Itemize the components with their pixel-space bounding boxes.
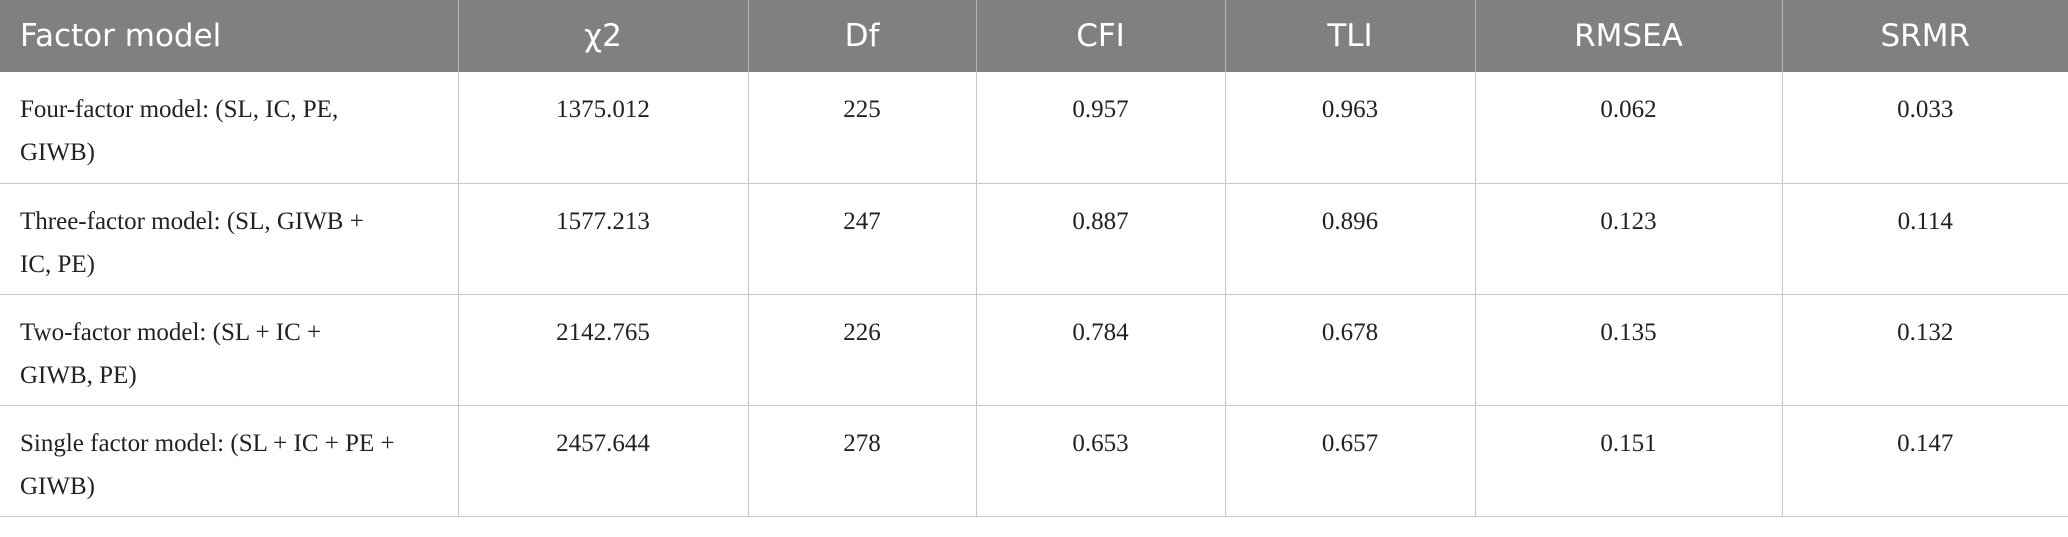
fit-table: Factor model χ2 Df CFI TLI RMSEA SRMR Four-fac… — [0, 0, 2068, 517]
header-cell: Factor model — [0, 0, 459, 72]
value-cell: 0.678 — [1225, 294, 1476, 406]
model-cell: Four-factor model: (SL, IC, PE, GIWB) — [0, 72, 459, 184]
value-cell: 0.033 — [1782, 72, 2068, 184]
value-cell: 0.114 — [1782, 183, 2068, 295]
model-cell: Single factor model: (SL + IC + PE + GIW… — [0, 405, 459, 517]
value-cell: 0.784 — [976, 294, 1226, 406]
header-cell: Df — [748, 0, 977, 72]
value-cell: 0.062 — [1475, 72, 1783, 184]
value-cell: 278 — [748, 405, 977, 517]
value-cell: 0.151 — [1475, 405, 1783, 517]
value-cell: 1577.213 — [458, 183, 749, 295]
value-cell: 0.896 — [1225, 183, 1476, 295]
table-header: Factor model χ2 Df CFI TLI RMSEA SRMR — [0, 0, 2068, 72]
header-cell: RMSEA — [1475, 0, 1783, 72]
value-cell: 247 — [748, 183, 977, 295]
header-cell: CFI — [976, 0, 1226, 72]
model-cell: Three-factor model: (SL, GIWB + IC, PE) — [0, 183, 459, 295]
header-row: Factor model χ2 Df CFI TLI RMSEA SRMR — [0, 0, 2068, 72]
table-row: Four-factor model: (SL, IC, PE, GIWB) 137… — [0, 72, 2068, 184]
value-cell: 225 — [748, 72, 977, 184]
value-cell: 0.657 — [1225, 405, 1476, 517]
header-cell: TLI — [1225, 0, 1476, 72]
value-cell: 0.132 — [1782, 294, 2068, 406]
table-row: Three-factor model: (SL, GIWB + IC, PE) 1… — [0, 183, 2068, 295]
value-cell: 0.123 — [1475, 183, 1783, 295]
header-cell: χ2 — [458, 0, 749, 72]
header-cell: SRMR — [1782, 0, 2068, 72]
value-cell: 0.147 — [1782, 405, 2068, 517]
value-cell: 2457.644 — [458, 405, 749, 517]
value-cell: 0.653 — [976, 405, 1226, 517]
table-body: Four-factor model: (SL, IC, PE, GIWB) 137… — [0, 72, 2068, 517]
value-cell: 0.135 — [1475, 294, 1783, 406]
value-cell: 0.963 — [1225, 72, 1476, 184]
value-cell: 1375.012 — [458, 72, 749, 184]
table-row: Two-factor model: (SL + IC + GIWB, PE) 21… — [0, 294, 2068, 406]
value-cell: 0.957 — [976, 72, 1226, 184]
value-cell: 0.887 — [976, 183, 1226, 295]
value-cell: 226 — [748, 294, 977, 406]
model-cell: Two-factor model: (SL + IC + GIWB, PE) — [0, 294, 459, 406]
table-row: Single factor model: (SL + IC + PE + GIW… — [0, 405, 2068, 517]
value-cell: 2142.765 — [458, 294, 749, 406]
